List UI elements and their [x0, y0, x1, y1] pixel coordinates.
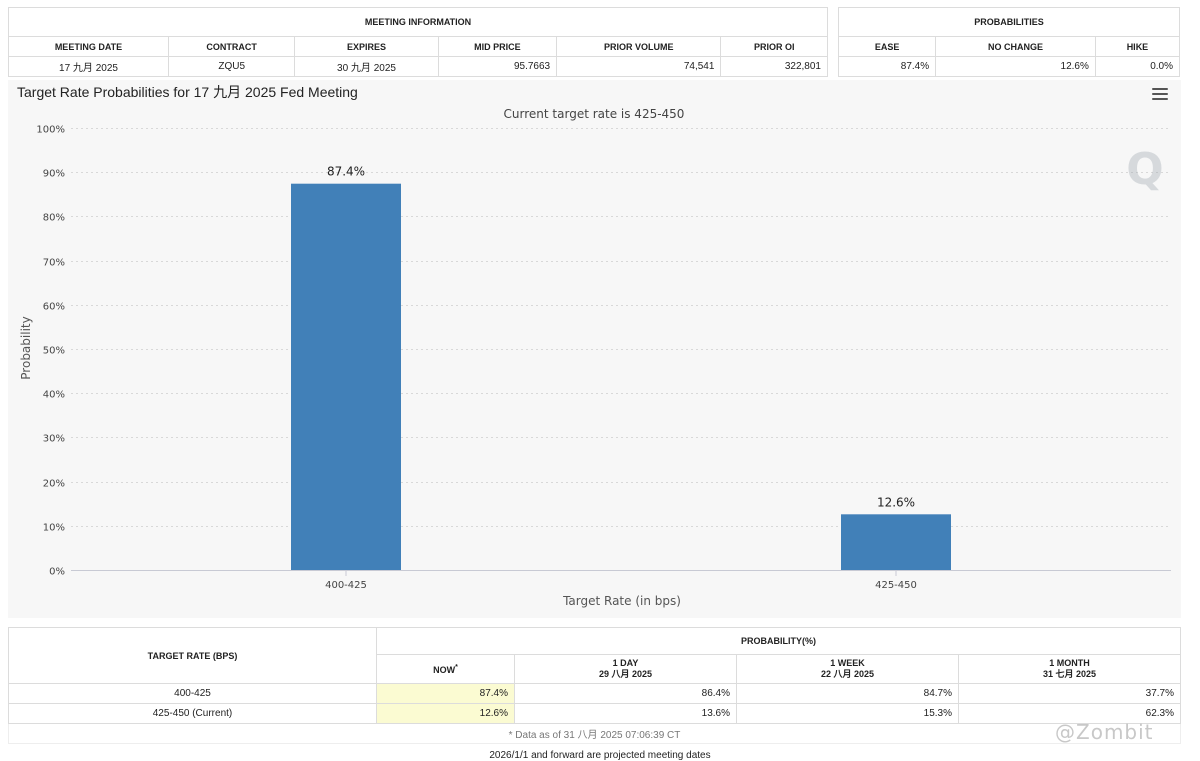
chart-title: Target Rate Probabilities for 17 九月 2025…	[17, 84, 358, 100]
bar	[841, 514, 951, 570]
chart-subtitle: Current target rate is 425-450	[504, 107, 685, 121]
y-tick-label: 70%	[43, 258, 65, 269]
grid-lines	[71, 128, 1171, 527]
x-axis-ticks: 400-425 425-450	[325, 570, 917, 591]
table-row: 400-425 87.4% 86.4% 84.7% 37.7%	[8, 683, 1181, 704]
table-row: 425-450 (Current) 12.6% 13.6% 15.3% 62.3…	[8, 703, 1181, 724]
bars: 87.4% 12.6%	[291, 165, 951, 570]
y-tick-label: 20%	[43, 479, 65, 490]
y-axis-label: Probability	[19, 316, 33, 379]
svg-text:Q: Q	[1126, 144, 1163, 195]
header-prior-oi: PRIOR OI	[720, 36, 828, 57]
footer-note: 2026/1/1 and forward are projected meeti…	[489, 750, 711, 761]
y-tick-label: 30%	[43, 434, 65, 445]
header-hike: HIKE	[1094, 36, 1181, 57]
1day-value-cell: 13.6%	[514, 703, 737, 724]
col-now-label: NOW	[433, 665, 456, 675]
header-no-change: NO CHANGE	[935, 36, 1096, 57]
1month-value-cell: 37.7%	[958, 683, 1181, 704]
mid-price-value: 95.7663	[437, 56, 558, 77]
1week-value-cell: 15.3%	[736, 703, 959, 724]
data-timestamp-note: * Data as of 31 八月 2025 07:06:39 CT	[8, 723, 1181, 744]
q-logo-icon: Q	[1126, 144, 1163, 195]
bar-data-label: 12.6%	[877, 495, 915, 509]
bar	[291, 183, 401, 570]
y-axis-ticks: 0% 10% 20% 30% 40% 50% 60% 70% 80% 90% 100%	[36, 125, 65, 578]
col-1day-date: 29 八月 2025	[598, 669, 653, 679]
col-1month-label: 1 MONTH	[1049, 658, 1090, 668]
target-rate-table: TARGET RATE (BPS) PROBABILITY(%) NOW* 1 …	[8, 627, 1181, 744]
col-1month-date: 31 七月 2025	[1042, 669, 1097, 679]
meeting-information-title: MEETING INFORMATION	[8, 7, 828, 37]
header-prior-volume: PRIOR VOLUME	[556, 36, 722, 57]
y-tick-label: 0%	[49, 567, 65, 578]
rate-cell: 425-450 (Current)	[8, 703, 377, 724]
1week-value-cell: 84.7%	[736, 683, 959, 704]
col-now-mark: *	[455, 664, 458, 671]
y-tick-label: 100%	[36, 125, 65, 136]
y-tick-label: 10%	[43, 523, 65, 534]
col-1month-header: 1 MONTH 31 七月 2025	[958, 654, 1181, 684]
x-axis-label: Target Rate (in bps)	[562, 594, 681, 608]
col-1day-label: 1 DAY	[612, 658, 639, 668]
bar-data-label: 87.4%	[327, 165, 365, 179]
header-ease: EASE	[837, 36, 937, 57]
col-1day-header: 1 DAY 29 八月 2025	[514, 654, 737, 684]
1day-value-cell: 86.4%	[514, 683, 737, 704]
target-rate-header: TARGET RATE (BPS)	[8, 627, 377, 684]
y-tick-label: 80%	[43, 213, 65, 224]
no-change-value: 12.6%	[935, 56, 1096, 77]
prior-volume-value: 74,541	[556, 56, 722, 77]
expires-value: 30 九月 2025	[294, 56, 439, 77]
col-1week-header: 1 WEEK 22 八月 2025	[736, 654, 959, 684]
now-value-cell: 12.6%	[376, 703, 515, 724]
rate-cell: 400-425	[8, 683, 377, 704]
probabilities-title: PROBABILITIES	[838, 7, 1180, 37]
x-tick-label: 400-425	[325, 580, 367, 591]
watermark: @Zombit	[1055, 720, 1154, 744]
contract-value: ZQU5	[167, 56, 296, 77]
y-tick-label: 40%	[43, 390, 65, 401]
probabilities-table: PROBABILITIES EASE NO CHANGE HIKE 87.4% …	[837, 7, 1181, 77]
header-contract: CONTRACT	[167, 36, 296, 57]
meeting-information-table: MEETING INFORMATION MEETING DATE CONTRAC…	[8, 7, 828, 77]
bar-chart: Target Rate Probabilities for 17 九月 2025…	[17, 84, 1171, 608]
header-meeting-date: MEETING DATE	[8, 36, 169, 57]
now-value-cell: 87.4%	[376, 683, 515, 704]
y-tick-label: 60%	[43, 302, 65, 313]
ease-value: 87.4%	[837, 56, 937, 77]
hike-value: 0.0%	[1094, 56, 1181, 77]
chart-menu-icon[interactable]	[1152, 88, 1168, 102]
x-tick-label: 425-450	[875, 580, 917, 591]
header-expires: EXPIRES	[294, 36, 439, 57]
col-1week-label: 1 WEEK	[830, 658, 865, 668]
prior-oi-value: 322,801	[720, 56, 828, 77]
header-mid-price: MID PRICE	[437, 36, 558, 57]
col-now-header: NOW*	[376, 654, 515, 684]
meeting-date-value: 17 九月 2025	[8, 56, 169, 77]
col-1week-date: 22 八月 2025	[820, 669, 875, 679]
y-tick-label: 50%	[43, 346, 65, 357]
y-tick-label: 90%	[43, 169, 65, 180]
probability-group-header: PROBABILITY(%)	[376, 627, 1181, 655]
chart-panel: Target Rate Probabilities for 17 九月 2025…	[8, 80, 1181, 618]
